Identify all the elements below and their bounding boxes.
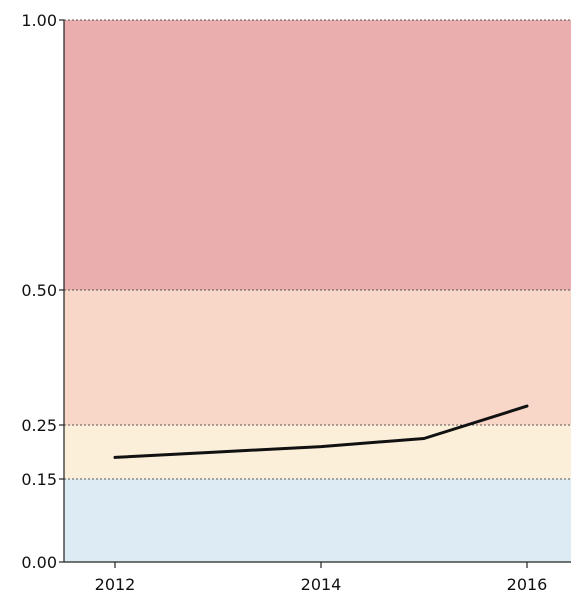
x-tick-label: 2016 — [507, 575, 548, 594]
y-tick-label: 0.50 — [21, 281, 57, 300]
y-tick-label: 1.00 — [21, 11, 57, 30]
x-tick-label: 2012 — [95, 575, 136, 594]
risk-bands — [64, 20, 571, 562]
band-3 — [64, 20, 571, 290]
tick-labels: 0.00 0.15 0.25 0.50 1.00 2012 2014 2016 — [21, 11, 547, 594]
band-1 — [64, 425, 571, 479]
x-tick-label: 2014 — [301, 575, 342, 594]
axes — [63, 20, 571, 568]
series-layer — [113, 404, 529, 459]
gridlines — [59, 19, 571, 563]
band-2 — [64, 290, 571, 425]
band-0 — [64, 479, 571, 562]
y-tick-label: 0.15 — [21, 470, 57, 489]
y-tick-label: 0.25 — [21, 416, 57, 435]
series-line-0 — [113, 404, 529, 459]
y-tick-label: 0.00 — [21, 553, 57, 572]
